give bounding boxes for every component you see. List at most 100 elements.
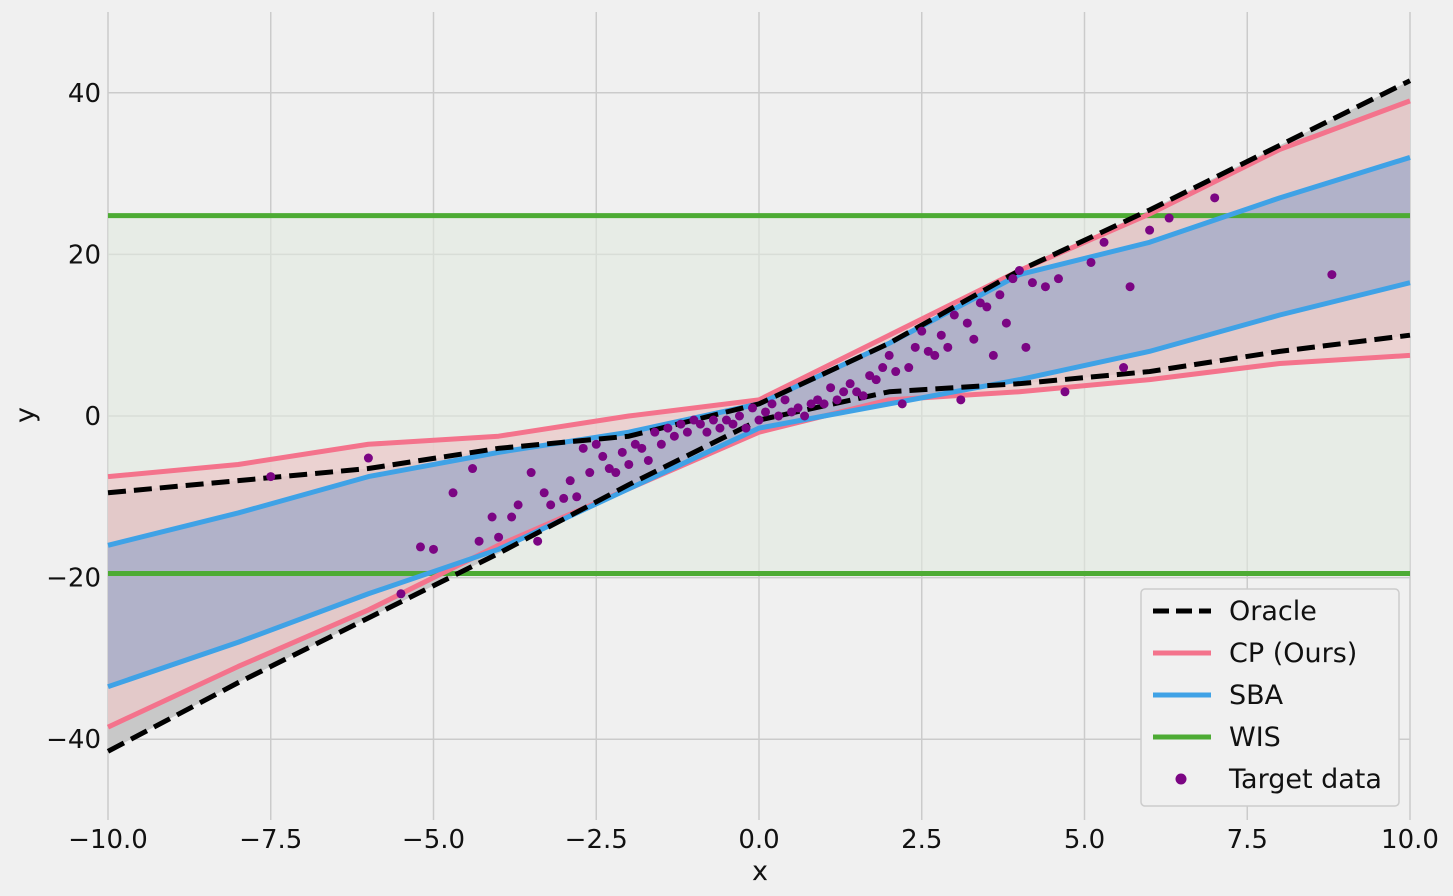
target-data-point	[767, 399, 777, 409]
target-data-point	[865, 371, 875, 381]
target-data-point	[539, 488, 549, 498]
x-tick-label: −5.0	[402, 825, 465, 855]
target-data-point	[793, 403, 803, 413]
target-data-point	[1060, 387, 1070, 397]
target-data-point	[656, 439, 666, 449]
target-data-point	[982, 302, 992, 312]
x-tick-label: −10.0	[68, 825, 148, 855]
target-data-point	[975, 298, 985, 308]
target-data-point	[891, 367, 901, 377]
target-data-point	[1027, 278, 1037, 288]
target-data-point	[663, 423, 673, 433]
target-data-point	[806, 399, 816, 409]
target-data-point	[565, 476, 575, 486]
x-tick-label: −2.5	[565, 825, 628, 855]
x-tick-label: 10.0	[1381, 825, 1439, 855]
target-data-point	[572, 492, 582, 502]
target-data-point	[598, 451, 608, 461]
target-data-point	[956, 395, 966, 405]
target-data-point	[813, 395, 823, 405]
x-tick-label: 0.0	[738, 825, 779, 855]
target-data-point	[559, 493, 569, 503]
x-tick-label: 5.0	[1064, 825, 1105, 855]
target-data-point	[761, 407, 771, 417]
target-data-point	[611, 468, 621, 478]
target-data-point	[1040, 282, 1050, 292]
target-data-point	[930, 350, 940, 360]
target-data-point	[826, 383, 836, 393]
target-data-point	[1164, 213, 1174, 223]
target-data-point	[487, 512, 497, 522]
target-data-point	[943, 342, 953, 352]
target-data-point	[1014, 266, 1024, 276]
x-axis-label: x	[752, 856, 768, 887]
target-data-point	[787, 407, 797, 417]
target-data-point	[650, 427, 660, 437]
target-data-point	[546, 500, 556, 510]
target-data-point	[1086, 257, 1096, 267]
target-data-point	[1119, 363, 1129, 373]
target-data-point	[526, 468, 536, 478]
target-data-point	[832, 395, 842, 405]
target-data-point	[415, 542, 425, 552]
target-data-point	[702, 427, 712, 437]
target-data-point	[396, 589, 406, 599]
line-oracle-upper	[107, 78, 1412, 496]
y-tick-label: 0	[84, 402, 101, 432]
x-tick-label: 7.5	[1227, 825, 1268, 855]
target-data-point	[669, 431, 679, 441]
target-data-point	[904, 363, 914, 373]
target-data-point	[468, 464, 478, 474]
target-data-point	[852, 387, 862, 397]
target-data-point	[884, 350, 894, 360]
target-data-point	[741, 423, 751, 433]
target-data-point	[1021, 342, 1031, 352]
target-data-point	[578, 443, 588, 453]
target-data-point	[708, 415, 718, 425]
legend-label-wis: WIS	[1229, 722, 1281, 753]
target-data-point	[637, 443, 647, 453]
target-data-point	[695, 419, 705, 429]
x-tick-label: 2.5	[901, 825, 942, 855]
target-data-points	[266, 193, 1337, 599]
target-data-point	[1125, 282, 1135, 292]
target-data-point	[643, 455, 653, 465]
target-data-point	[682, 427, 692, 437]
target-data-point	[1145, 225, 1155, 235]
target-data-point	[871, 375, 881, 385]
target-data-point	[676, 419, 686, 429]
legend-label-sba: SBA	[1229, 680, 1284, 711]
target-data-point	[448, 488, 458, 498]
target-data-point	[630, 439, 640, 449]
target-data-point	[917, 326, 927, 336]
legend-frame	[1140, 588, 1400, 807]
line-sba-lower	[107, 280, 1411, 690]
target-data-point	[780, 395, 790, 405]
target-data-point	[988, 350, 998, 360]
legend: Oracle CP (Ours) SBA WIS Target data	[1140, 588, 1400, 807]
target-data-point	[728, 419, 738, 429]
target-data-point	[962, 318, 972, 328]
target-data-point	[819, 399, 829, 409]
target-data-point	[800, 411, 810, 421]
target-data-point	[897, 399, 907, 409]
target-data-point	[689, 415, 699, 425]
target-data-point	[754, 415, 764, 425]
target-data-point	[774, 411, 784, 421]
target-data-point	[910, 342, 920, 352]
target-data-point	[949, 310, 959, 320]
y-tick-labels: −40 −20 0 20 40	[46, 79, 101, 755]
target-data-point	[721, 415, 731, 425]
x-tick-label: −7.5	[239, 825, 302, 855]
target-data-point	[1001, 318, 1011, 328]
legend-label-oracle: Oracle	[1229, 596, 1317, 627]
target-data-point	[1008, 274, 1018, 284]
target-data-point	[533, 536, 543, 546]
target-data-point	[878, 363, 888, 373]
legend-label-cp: CP (Ours)	[1229, 638, 1357, 669]
target-data-point	[1053, 274, 1063, 284]
target-data-point	[507, 512, 517, 522]
target-data-point	[266, 472, 276, 482]
target-data-point	[936, 330, 946, 340]
